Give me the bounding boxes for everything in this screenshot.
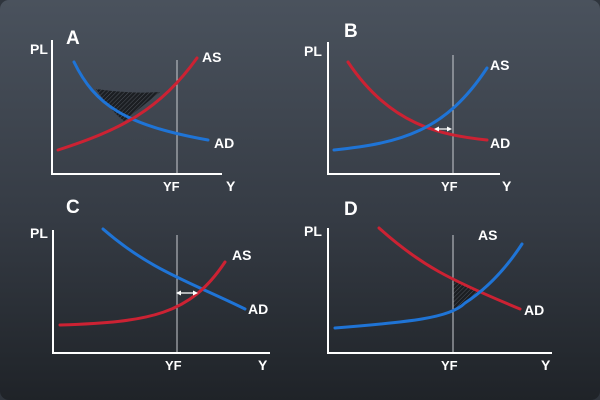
panel-a: A PL AS AD YF Y [30, 28, 236, 194]
axes [327, 228, 552, 354]
yf-label: YF [441, 358, 458, 373]
as-label: AS [490, 57, 509, 73]
price-level-axis-label: PL [304, 223, 322, 239]
axes [52, 230, 270, 354]
as-curve [332, 66, 489, 152]
price-level-axis-label: PL [30, 41, 48, 57]
axes [51, 40, 222, 175]
panel-letter: C [66, 197, 80, 218]
panel-letter: A [66, 28, 80, 49]
ad-label: AD [490, 135, 510, 151]
gap-arrow [176, 290, 198, 296]
output-axis-label: Y [226, 178, 236, 194]
output-axis-label: Y [258, 357, 268, 373]
yf-label: YF [165, 358, 182, 373]
as-label: AS [202, 49, 221, 65]
ad-curve [101, 227, 247, 311]
panel-letter: D [344, 199, 358, 220]
yf-label: YF [441, 179, 458, 194]
ad-curve [377, 226, 522, 311]
ad-label: AD [248, 301, 268, 317]
axes [327, 42, 500, 175]
ad-curve [346, 60, 489, 142]
ad-curve [72, 60, 210, 142]
as-label: AS [478, 227, 497, 243]
shaded-area [453, 280, 481, 311]
yf-label: YF [163, 179, 180, 194]
shaded-area [96, 89, 160, 121]
output-axis-label: Y [541, 357, 551, 373]
price-level-axis-label: PL [304, 43, 322, 59]
as-label: AS [232, 247, 251, 263]
price-level-axis-label: PL [30, 225, 48, 241]
as-curve [56, 56, 199, 152]
panel-d: D PL AS AD YF Y [304, 199, 552, 373]
panel-c: C PL AS AD YF Y [30, 197, 270, 373]
as-curve [58, 260, 227, 327]
gap-arrow [434, 126, 452, 132]
panel-letter: B [344, 21, 358, 42]
as-curve [333, 242, 524, 330]
panel-b: B PL AS AD YF Y [304, 21, 512, 194]
ad-label: AD [214, 135, 234, 151]
ad-label: AD [524, 302, 544, 318]
output-axis-label: Y [502, 178, 512, 194]
